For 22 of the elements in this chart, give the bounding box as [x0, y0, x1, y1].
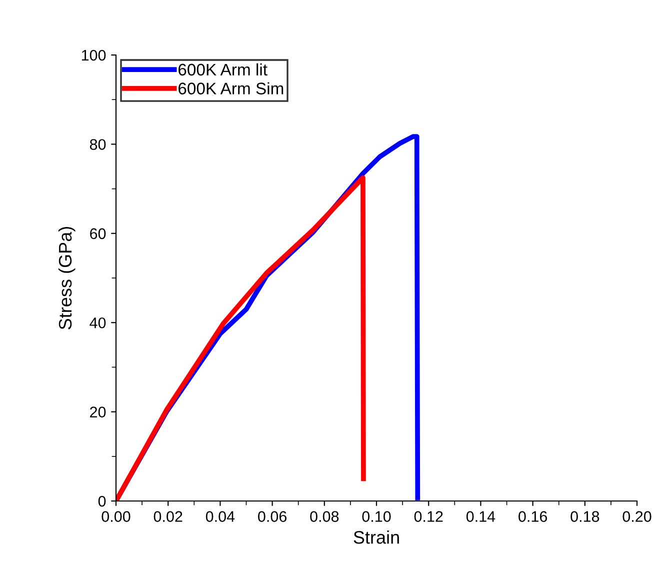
- y-tick-label: 40: [90, 317, 106, 328]
- x-tick-label: 0.10: [362, 511, 391, 522]
- x-tick-label: 0.18: [570, 511, 600, 522]
- legend-label: 600K Arm lit: [178, 63, 268, 76]
- x-tick-label: 0.02: [154, 511, 182, 522]
- x-tick-label: 0.16: [518, 511, 547, 522]
- x-tick-label: 0.00: [102, 511, 130, 522]
- line-series: [116, 175, 366, 501]
- x-tick-label: 0.12: [414, 511, 443, 522]
- y-tick-label: 80: [90, 139, 106, 150]
- x-tick-label: 0.20: [622, 511, 652, 522]
- x-tick-label: 0.14: [466, 511, 496, 522]
- x-tick-label: 0.08: [310, 511, 339, 522]
- x-axis-title: Strain: [354, 530, 399, 544]
- y-tick-label: 60: [90, 228, 106, 240]
- y-tick-label: 100: [82, 50, 106, 61]
- legend-label: 600K Arm Sim: [178, 82, 284, 94]
- y-axis-title: Stress (GPa): [58, 226, 76, 330]
- x-tick-label: 0.06: [258, 511, 286, 522]
- y-tick-label: 0: [98, 496, 106, 507]
- x-tick-label: 0.04: [206, 511, 235, 522]
- y-tick-label: 20: [90, 406, 106, 418]
